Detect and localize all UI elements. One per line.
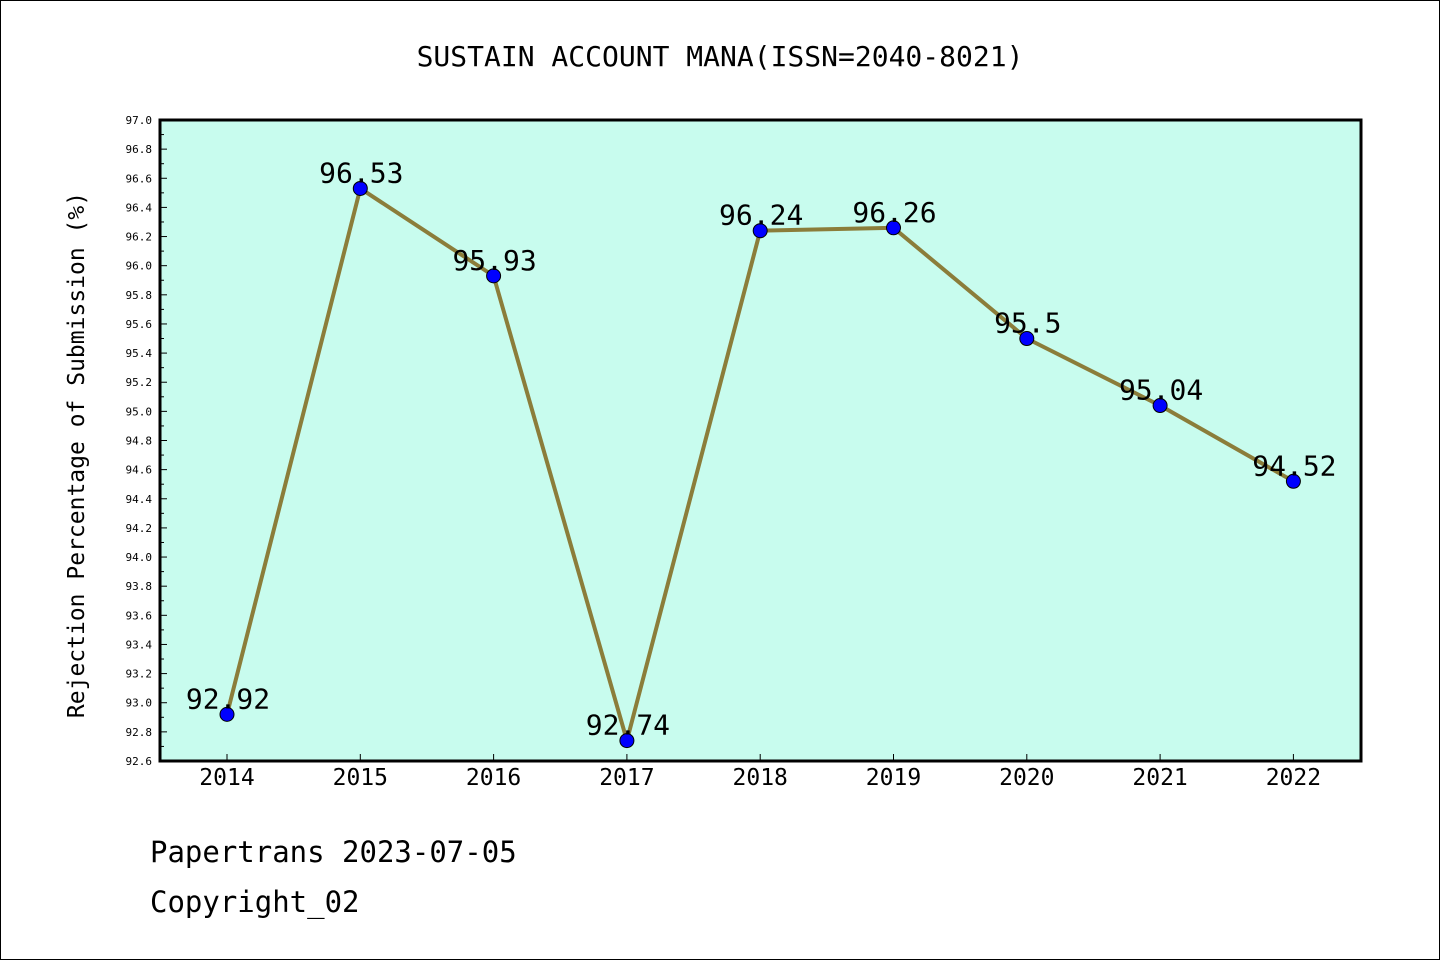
x-tick-label: 2015 [333,765,388,791]
data-point [1285,473,1301,489]
data-point [1019,331,1035,347]
data-point [1152,398,1168,414]
y-tick-label: 94.4 [126,493,153,506]
y-tick-label: 95.8 [126,289,153,302]
y-tick-label: 93.6 [126,609,153,622]
y-tick-label: 95.4 [126,347,153,360]
y-tick-label: 93.0 [126,697,153,710]
y-tick-label: 96.4 [126,201,153,214]
y-tick-label: 97.0 [126,114,153,127]
chart-title: SUSTAIN ACCOUNT MANA(ISSN=2040-8021) [417,40,1024,73]
data-label: 95.93 [452,244,536,277]
data-labels-group: 92.92 96.53 95.93 92.74 96.24 96.26 95.5 95.04 9… [186,156,1337,741]
y-axis-label: Rejection Percentage of Submission (%) [64,192,90,718]
data-label: 96.26 [852,196,936,229]
data-point [352,180,368,196]
footer-copyright-line: Copyright_02 [150,885,360,919]
data-point [219,706,235,722]
x-tick-label: 2022 [1266,765,1321,791]
y-axis-ticks: 92.6 92.8 93.0 93.2 93.4 93.6 93.8 94.0 94.2 94.4… [126,114,167,768]
x-tick-label: 2016 [466,765,521,791]
data-label: 96.53 [319,156,403,189]
x-axis-ticks: 2014 2015 2016 2017 2018 2019 2020 2021 2022 [199,754,1321,791]
y-tick-label: 93.8 [126,580,153,593]
data-point [752,223,768,239]
x-tick-label: 2019 [866,765,921,791]
y-tick-label: 95.0 [126,405,153,418]
data-label: 96.24 [719,199,803,232]
data-point [486,268,502,284]
data-label: 92.92 [186,682,270,715]
y-tick-label: 96.2 [126,231,153,244]
y-tick-label: 96.6 [126,172,153,185]
data-label: 95.5 [994,307,1061,340]
y-tick-label: 93.2 [126,668,153,681]
x-tick-label: 2020 [999,765,1054,791]
data-point [619,733,635,749]
y-tick-label: 96.8 [126,143,153,156]
y-tick-label: 96.0 [126,260,153,273]
data-label: 95.04 [1119,374,1203,407]
y-tick-label: 92.8 [126,726,153,739]
series-group [219,180,1301,749]
data-label: 94.52 [1252,449,1336,482]
x-tick-label: 2021 [1132,765,1187,791]
y-tick-label: 94.0 [126,551,153,564]
data-label: 92.74 [586,709,670,742]
x-tick-label: 2014 [199,765,254,791]
y-tick-label: 94.6 [126,464,153,477]
y-tick-label: 94.2 [126,522,153,535]
footer-date-line: Papertrans 2023-07-05 [150,835,517,869]
data-point [886,220,901,236]
y-tick-label: 94.8 [126,435,153,448]
y-tick-label: 92.6 [126,755,153,768]
y-tick-label: 95.2 [126,376,153,389]
x-tick-label: 2018 [733,765,788,791]
x-tick-label: 2017 [599,765,654,791]
y-tick-label: 93.4 [126,638,153,651]
y-tick-label: 95.6 [126,318,153,331]
